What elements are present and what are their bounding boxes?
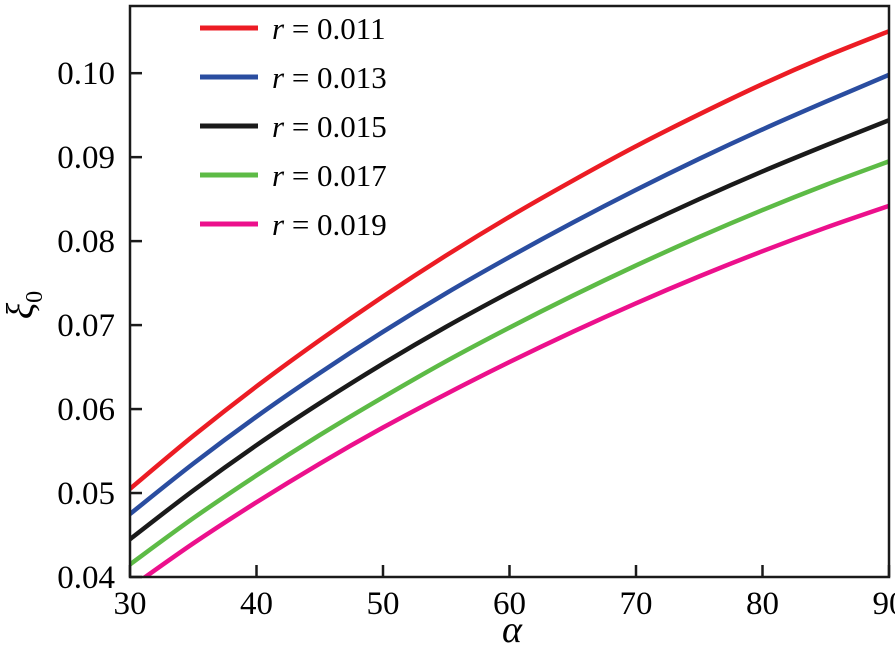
x-axis-tick-label: 40 xyxy=(240,586,273,622)
y-axis-tick-label: 0.08 xyxy=(57,224,115,260)
series-curve-1 xyxy=(130,72,889,517)
y-axis-tick-label: 0.09 xyxy=(57,140,115,176)
x-axis-tick-label: 60 xyxy=(493,586,526,622)
x-axis-tick-label: 50 xyxy=(367,586,400,622)
series-curve-2 xyxy=(130,117,889,542)
curves-group xyxy=(130,28,889,577)
legend-label-0: r = 0.011 xyxy=(272,11,386,46)
legend-label-1: r = 0.013 xyxy=(272,60,387,95)
y-axis-tick-label: 0.07 xyxy=(57,308,115,344)
series-curve-4 xyxy=(141,203,889,577)
x-axis-label: α xyxy=(502,609,522,651)
y-axis-tick-label: 0.04 xyxy=(57,560,115,596)
legend-label-4: r = 0.019 xyxy=(272,207,387,242)
x-axis-tick-label: 30 xyxy=(114,586,147,622)
y-axis-label: ξ0 xyxy=(0,291,49,319)
y-axis-label-symbol: ξ xyxy=(0,302,43,320)
y-axis-tick-label: 0.06 xyxy=(57,392,115,428)
y-axis-tick-label: 0.05 xyxy=(57,476,115,512)
y-axis-label-subscript: 0 xyxy=(21,290,48,303)
legend: r = 0.011 r = 0.013 r = 0.015 r = 0.017 r = … xyxy=(200,11,387,242)
x-axis-tick-label: 80 xyxy=(746,586,779,622)
y-axis-tick-label: 0.10 xyxy=(57,56,115,92)
series-curve-3 xyxy=(130,159,889,567)
legend-label-2: r = 0.015 xyxy=(272,109,387,144)
legend-label-3: r = 0.017 xyxy=(272,158,387,193)
x-axis-tick-label: 70 xyxy=(620,586,653,622)
x-axis-tick-label: 90 xyxy=(873,586,895,622)
series-curve-0 xyxy=(130,28,889,492)
